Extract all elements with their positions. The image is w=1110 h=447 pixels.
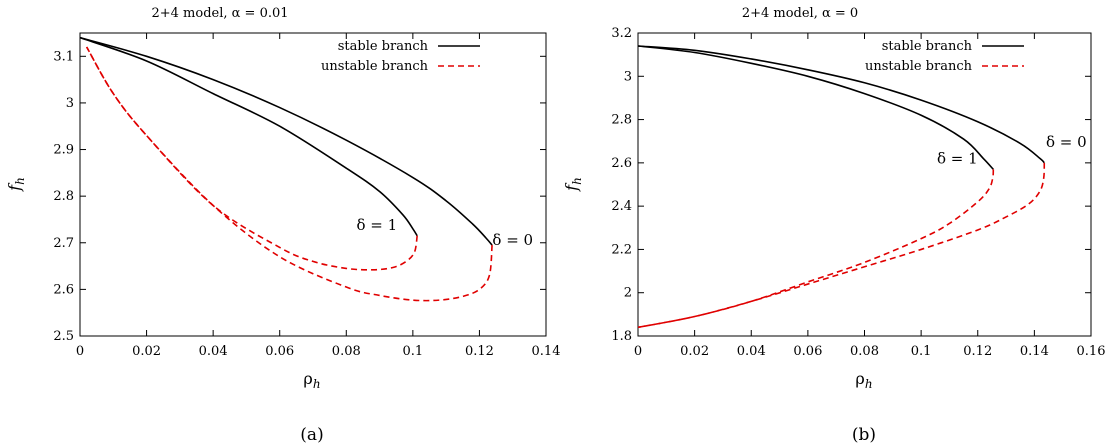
x-tick-label: 0 <box>634 344 642 359</box>
x-tick-label: 0.06 <box>265 344 294 359</box>
x-tick-label: 0.06 <box>793 344 822 359</box>
y-axis-a: 2.5 2.6 2.7 2.8 2.9 3 3.1 <box>53 49 546 344</box>
x-tick-label: 0.16 <box>1077 344 1106 359</box>
curve-annotation: δ = 0 <box>492 231 533 249</box>
x-axis-a: 0 0.02 0.04 0.06 0.08 0.1 0.12 0.14 <box>76 33 561 359</box>
y-tick-label: 3 <box>624 69 632 84</box>
annotations-b: δ = 1 δ = 0 <box>937 133 1087 167</box>
x-tick-label: 0.04 <box>199 344 228 359</box>
chart-title-a: 2+4 model, α = 0.01 <box>151 6 288 21</box>
y-tick-label: 1.8 <box>611 329 632 344</box>
x-tick-label: 0.1 <box>403 344 424 359</box>
y-tick-label: 2.4 <box>611 199 632 214</box>
stable-branch-line <box>637 45 994 170</box>
legend-label: unstable branch <box>865 59 973 74</box>
series-group-a <box>79 36 493 302</box>
x-tick-label: 0.04 <box>737 344 766 359</box>
x-axis-label-a: ρh <box>303 369 320 391</box>
stable-branch-line <box>79 36 493 246</box>
curve-annotation: δ = 0 <box>1046 133 1087 151</box>
legend-label: stable branch <box>338 39 429 54</box>
y-tick-label: 2 <box>624 286 632 301</box>
unstable-branch-line <box>85 46 493 302</box>
y-tick-label: 2.8 <box>53 189 74 204</box>
y-axis-label-b: fh <box>562 177 584 192</box>
y-tick-label: 3 <box>66 96 74 111</box>
annotations-a: δ = 1 δ = 0 <box>357 216 534 249</box>
stable-branch-line <box>637 45 1045 164</box>
y-tick-label: 2.6 <box>611 156 632 171</box>
curve-annotation: δ = 1 <box>357 216 398 234</box>
x-tick-label: 0.14 <box>532 344 561 359</box>
unstable-branch-line <box>85 46 418 271</box>
x-axis-label-b: ρh <box>855 369 872 391</box>
caption-b: (b) <box>852 425 876 445</box>
x-tick-label: 0.02 <box>680 344 709 359</box>
y-tick-label: 3.2 <box>611 26 632 41</box>
y-axis-b: 1.8 2 2.2 2.4 2.6 2.8 3 3.2 <box>611 26 1091 344</box>
y-axis-label-a: fh <box>5 177 27 192</box>
legend-b: stable branch unstable branch <box>865 39 1024 74</box>
x-tick-label: 0.08 <box>332 344 361 359</box>
chart-panel-a: 2+4 model, α = 0.01 2.52.62.72.82.933.1 … <box>5 6 560 445</box>
caption-a: (a) <box>300 425 323 445</box>
chart-title-b: 2+4 model, α = 0 <box>742 6 858 21</box>
stable-branch-line <box>79 36 418 237</box>
plot-frame-a <box>79 32 547 337</box>
y-tick-label: 2.2 <box>611 242 632 257</box>
y-tick-label: 2.7 <box>53 236 74 251</box>
y-tick-label: 2.5 <box>53 329 74 344</box>
x-tick-label: 0.08 <box>850 344 879 359</box>
curve-annotation: δ = 1 <box>937 149 978 167</box>
y-tick-label: 2.6 <box>53 282 74 297</box>
legend-a: stable branch unstable branch <box>321 39 480 74</box>
x-tick-label: 0.12 <box>963 344 992 359</box>
x-tick-label: 0.02 <box>132 344 161 359</box>
x-axis-b: 0 0.02 0.04 0.06 0.08 0.1 0.12 0.14 0.16 <box>634 33 1106 359</box>
y-tick-label: 3.1 <box>53 49 74 64</box>
y-tick-label: 2.9 <box>53 143 74 158</box>
x-tick-label: 0 <box>76 344 84 359</box>
unstable-branch-line <box>637 169 995 329</box>
unstable-branch-line <box>637 162 1046 329</box>
x-tick-label: 0.1 <box>911 344 932 359</box>
legend-label: stable branch <box>882 39 973 54</box>
series-group-b <box>637 45 1046 329</box>
x-tick-label: 0.14 <box>1020 344 1049 359</box>
x-tick-label: 0.12 <box>465 344 494 359</box>
legend-label: unstable branch <box>321 59 429 74</box>
y-tick-label: 2.8 <box>611 113 632 128</box>
plot-frame-b <box>637 32 1092 337</box>
